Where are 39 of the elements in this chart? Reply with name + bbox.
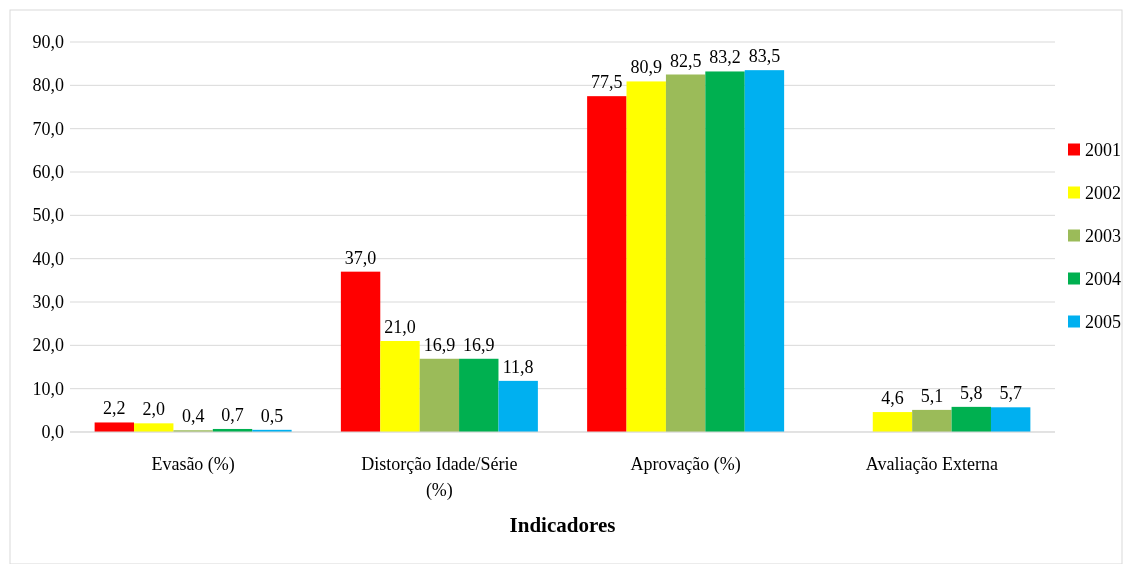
data-label: 2,0 [142,399,165,420]
data-label: 82,5 [669,50,702,71]
data-label: 2,2 [103,398,126,419]
data-label: 16,9 [463,334,495,355]
legend-label: 2001 [1085,139,1121,160]
data-label: 21,0 [384,317,416,337]
legend-label: 2003 [1085,225,1121,246]
legend-label: 2005 [1085,311,1121,332]
y-tick-label: 50,0 [32,205,64,226]
x-tick-label: Evasão (%) [151,454,235,475]
y-tick-label: 80,0 [32,75,64,96]
y-tick-label: 20,0 [32,335,64,356]
data-label: 0,4 [181,406,205,427]
y-tick-label: 70,0 [32,118,64,139]
data-label: 83,5 [748,46,781,67]
y-tick-label: 40,0 [32,248,64,269]
y-tick-label: 60,0 [32,162,64,182]
data-label: 83,2 [709,47,741,68]
x-tick-label: Avaliação Externa [865,454,998,474]
data-label: 80,9 [630,57,662,78]
data-label: 37,0 [344,247,377,268]
legend-label: 2002 [1085,182,1121,203]
legend-label: 2004 [1085,268,1121,289]
data-label: 77,5 [591,72,623,93]
x-tick-label: Aprovação (%) [630,454,741,475]
data-label: 0,5 [260,405,284,426]
y-tick-label: 30,0 [32,292,64,312]
y-tick-label: 10,0 [32,378,64,399]
data-label: 5,1 [920,385,944,406]
x-axis-title: Indicadores [509,513,616,537]
y-tick-label: 0,0 [41,422,64,442]
data-label: 0,7 [221,404,244,425]
data-label: 5,7 [999,383,1022,404]
data-label: 4,6 [881,388,904,409]
y-tick-label: 90,0 [32,32,64,52]
x-tick-label: Distorção Idade/Série (%) [361,454,518,501]
data-label: 11,8 [502,356,534,377]
data-label: 5,8 [960,382,983,403]
data-label: 16,9 [423,334,456,355]
